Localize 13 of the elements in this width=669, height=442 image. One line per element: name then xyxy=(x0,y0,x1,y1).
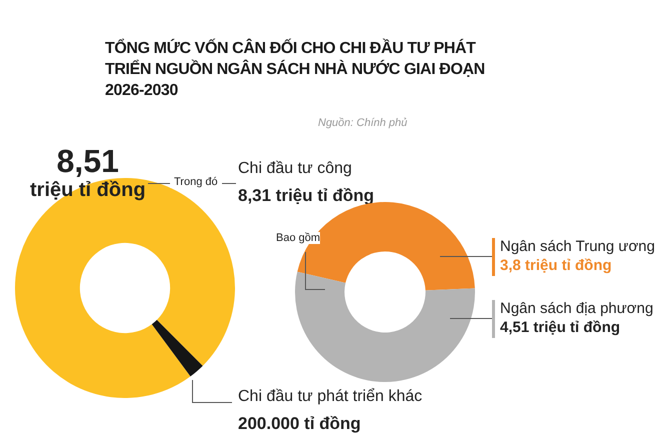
chart-subtitle: 8,51 triệu tỉ đồng xyxy=(30,143,146,201)
slice-label: Chi đầu tư phát triển khác xyxy=(238,388,422,406)
text: Trong đó xyxy=(170,176,222,188)
text: Bao gồm xyxy=(276,232,320,244)
text: 200.000 tỉ đồng xyxy=(238,414,361,434)
text: 8,31 triệu tỉ đồng xyxy=(238,186,374,206)
text: Nguồn: Chính phủ xyxy=(318,117,408,129)
slice-label: Ngân sách địa phương xyxy=(500,300,654,317)
data-label: 4,51 triệu tỉ đồng xyxy=(500,319,620,336)
chart-title: TỔNG MỨC VỐN CÂN ĐỐI CHO CHI ĐẦU TƯ PHÁT TRIỂN NGUỒN NGÂN SÁCH NHÀ NƯỚC GIAI ĐOẠN 2026-2030 xyxy=(105,38,485,101)
data-label: 3,8 triệu tỉ đồng xyxy=(500,257,612,274)
slice-label: Ngân sách Trung ương xyxy=(500,238,655,255)
slice-label: Chi đầu tư công xyxy=(238,160,352,178)
